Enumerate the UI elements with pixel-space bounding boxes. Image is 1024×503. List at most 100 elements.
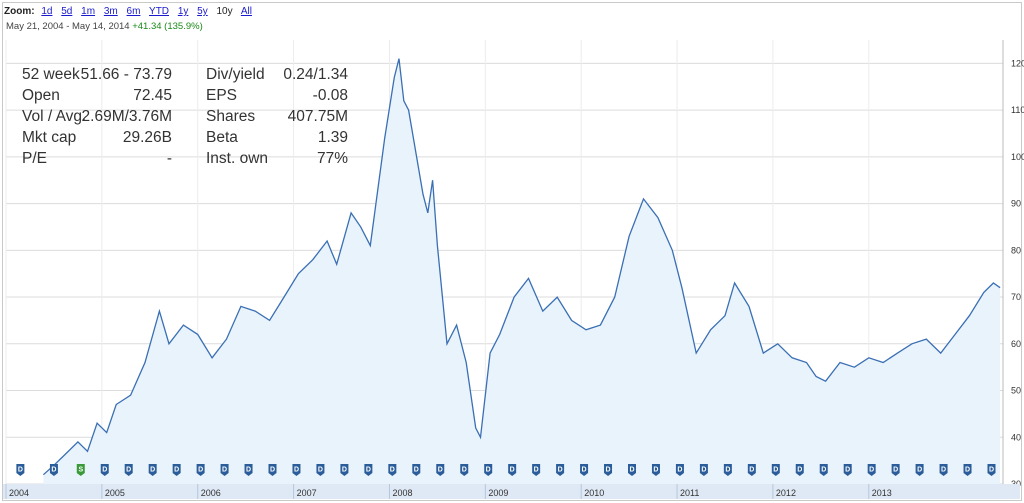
marker-label: D [653, 467, 658, 474]
marker-label: D [749, 467, 754, 474]
dividend-marker[interactable]: D [675, 464, 684, 476]
marker-flag [532, 464, 541, 476]
zoom-all[interactable]: All [240, 6, 252, 17]
marker-flag [771, 464, 780, 476]
stat-value: 72.45 [133, 87, 172, 104]
stat-label: P/E [22, 150, 47, 167]
dividend-marker[interactable]: D [867, 464, 876, 476]
marker-label: D [917, 467, 922, 474]
stat-value: 0.24/1.34 [283, 66, 348, 83]
marker-flag [148, 464, 157, 476]
zoom-6m[interactable]: 6m [126, 6, 141, 17]
x-tick-label: 2010 [584, 488, 604, 498]
marker-flag [316, 464, 325, 476]
dividend-marker[interactable]: D [819, 464, 828, 476]
date-range: May 21, 2004 - May 14, 2014 +41.34 (135.… [6, 21, 203, 32]
stat-label: Div/yield [206, 66, 265, 83]
dividend-marker[interactable]: D [16, 464, 25, 476]
date-range-text: May 21, 2004 - May 14, 2014 [6, 21, 130, 32]
dividend-marker[interactable]: D [771, 464, 780, 476]
marker-flag [364, 464, 373, 476]
price-area-fill [43, 58, 1001, 484]
dividend-marker[interactable]: D [723, 464, 732, 476]
key-stats: 52 week 51.66 - 73.79 Div/yield 0.24/1.3… [22, 66, 362, 171]
dividend-marker[interactable]: D [651, 464, 660, 476]
zoom-1m[interactable]: 1m [81, 6, 96, 17]
marker-label: D [294, 467, 299, 474]
marker-flag [124, 464, 133, 476]
split-marker[interactable]: S [76, 464, 85, 476]
dividend-marker[interactable]: D [436, 464, 445, 476]
dividend-marker[interactable]: D [843, 464, 852, 476]
dividend-marker[interactable]: D [124, 464, 133, 476]
zoom-3m[interactable]: 3m [103, 6, 118, 17]
dividend-marker[interactable]: D [244, 464, 253, 476]
dividend-marker[interactable]: D [939, 464, 948, 476]
y-tick-label: 50 [1011, 386, 1021, 396]
dividend-marker[interactable]: D [795, 464, 804, 476]
price-line [42, 58, 1001, 476]
dividend-marker[interactable]: D [460, 464, 469, 476]
marker-label: D [486, 467, 491, 474]
dividend-marker[interactable]: D [580, 464, 589, 476]
dividend-marker[interactable]: D [484, 464, 493, 476]
marker-label: D [198, 467, 203, 474]
x-tick-label: 2006 [201, 488, 221, 498]
x-tick-label: 2012 [776, 488, 796, 498]
x-tick-label: 2008 [392, 488, 412, 498]
dividend-marker[interactable]: D [915, 464, 924, 476]
dividend-marker[interactable]: D [628, 464, 637, 476]
dividend-marker[interactable]: D [556, 464, 565, 476]
dividend-marker[interactable]: D [987, 464, 996, 476]
dividend-marker[interactable]: D [532, 464, 541, 476]
marker-label: D [725, 467, 730, 474]
marker-flag [699, 464, 708, 476]
marker-label: D [534, 467, 539, 474]
marker-label: D [390, 467, 395, 474]
marker-flag [939, 464, 948, 476]
dividend-marker[interactable]: D [388, 464, 397, 476]
marker-label: D [366, 467, 371, 474]
dividend-marker[interactable]: D [292, 464, 301, 476]
stat-value: 51.66 - 73.79 [80, 66, 172, 83]
marker-flag [508, 464, 517, 476]
dividend-marker[interactable]: D [364, 464, 373, 476]
zoom-1d[interactable]: 1d [41, 6, 53, 17]
dividend-marker[interactable]: D [100, 464, 109, 476]
marker-label: D [318, 467, 323, 474]
dividend-marker[interactable]: D [220, 464, 229, 476]
dividend-marker[interactable]: D [412, 464, 421, 476]
zoom-ytd[interactable]: YTD [149, 6, 170, 17]
marker-flag [628, 464, 637, 476]
zoom-5y[interactable]: 5y [197, 6, 208, 17]
dividend-marker[interactable]: D [747, 464, 756, 476]
marker-flag [819, 464, 828, 476]
marker-label: D [677, 467, 682, 474]
dividend-marker[interactable]: D [196, 464, 205, 476]
zoom-5d[interactable]: 5d [61, 6, 73, 17]
dividend-marker[interactable]: D [508, 464, 517, 476]
marker-label: D [558, 467, 563, 474]
zoom-10y[interactable]: 10y [216, 6, 233, 17]
dividend-marker[interactable]: D [172, 464, 181, 476]
marker-flag [460, 464, 469, 476]
marker-flag [891, 464, 900, 476]
y-tick-label: 90 [1011, 199, 1021, 209]
marker-flag [436, 464, 445, 476]
dividend-marker[interactable]: D [891, 464, 900, 476]
dividend-marker[interactable]: D [268, 464, 277, 476]
dividend-marker[interactable]: D [49, 464, 58, 476]
stat-label: Beta [206, 129, 238, 146]
dividend-marker[interactable]: D [316, 464, 325, 476]
dividend-marker[interactable]: D [340, 464, 349, 476]
dividend-marker[interactable]: D [699, 464, 708, 476]
dividend-marker[interactable]: D [963, 464, 972, 476]
dividend-marker[interactable]: D [148, 464, 157, 476]
marker-label: D [150, 467, 155, 474]
stat-label: Vol / Avg. [22, 108, 87, 125]
zoom-1y[interactable]: 1y [177, 6, 189, 17]
dividend-marker[interactable]: D [604, 464, 613, 476]
marker-flag [723, 464, 732, 476]
